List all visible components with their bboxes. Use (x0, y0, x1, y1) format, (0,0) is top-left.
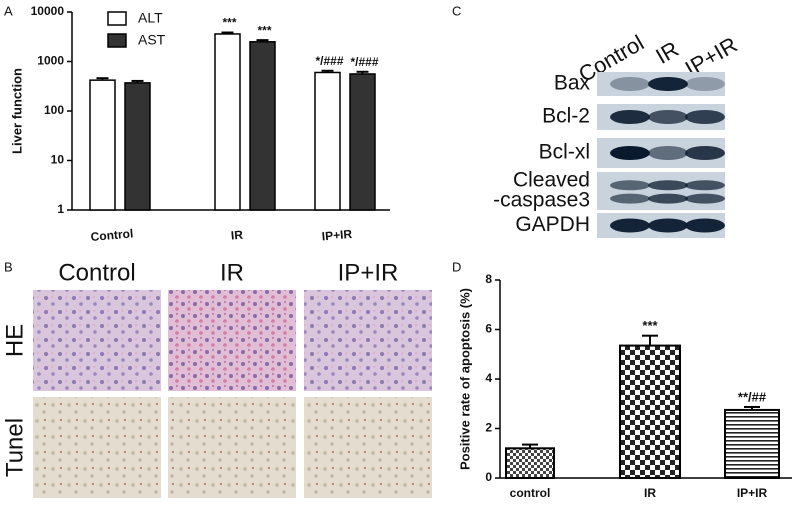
micrograph (168, 397, 296, 498)
significance-label: *** (222, 16, 236, 30)
legend-swatch (107, 11, 127, 26)
row-label: GAPDH (515, 213, 590, 236)
bar (124, 82, 151, 211)
blot-band (685, 193, 725, 204)
significance-label: */### (315, 54, 343, 68)
panel-label: D (452, 259, 461, 274)
blot-band (685, 146, 725, 160)
column-header: IR (651, 36, 683, 69)
x-tick-label: Control (90, 226, 134, 244)
blot-band (685, 110, 725, 124)
bar (619, 344, 681, 479)
y-tick-label: 4 (485, 371, 492, 385)
y-tick-label: 1000 (37, 54, 64, 68)
y-axis-label: Positive rate of apoptosis (%) (457, 288, 472, 470)
legend-swatch (107, 33, 127, 48)
x-tick-label: IP+IR (321, 227, 353, 244)
x-tick-label: control (510, 486, 551, 500)
row-label: Bax (554, 72, 591, 95)
x-tick-label: IP+IR (737, 486, 768, 500)
row-label: Bcl-xl (539, 141, 590, 164)
blot-band (685, 218, 725, 233)
significance-label: *** (642, 318, 658, 333)
legend-label: ALT (138, 10, 163, 26)
legend-label: AST (138, 32, 166, 48)
y-tick-label: 2 (485, 421, 492, 435)
column-header: IR (220, 259, 244, 286)
y-axis-label: Liver function (9, 68, 24, 154)
bar (249, 41, 276, 211)
bar (214, 33, 241, 211)
panel-label: A (4, 3, 13, 18)
significance-label: */### (350, 55, 378, 69)
micrograph (304, 290, 432, 391)
blot-band (648, 180, 688, 191)
y-tick-label: 0 (485, 470, 492, 484)
panel-label: B (4, 259, 13, 274)
blot-band (610, 146, 650, 160)
y-tick-label: 10 (51, 153, 65, 167)
row-label: -caspase3 (493, 189, 590, 212)
column-header: IP+IR (338, 259, 399, 286)
micrograph (33, 397, 161, 498)
blot-band (610, 193, 650, 204)
blot-band (685, 180, 725, 191)
blot-band (648, 77, 688, 91)
error-bar (642, 334, 658, 346)
significance-label: **/## (738, 389, 767, 404)
bar (724, 408, 780, 479)
significance-label: *** (257, 23, 271, 37)
blot-band (610, 110, 650, 124)
column-header: Control (58, 259, 135, 286)
blot-band (610, 77, 650, 91)
row-label: HE (1, 324, 28, 357)
micrograph (33, 290, 161, 391)
y-tick-label: 8 (485, 272, 492, 286)
blot-band (648, 193, 688, 204)
x-tick-label: IR (230, 228, 244, 243)
row-label: Cleaved (513, 169, 590, 192)
bar (314, 71, 341, 211)
bar (89, 79, 116, 211)
y-tick-label: 6 (485, 322, 492, 336)
micrograph (168, 290, 296, 391)
blot-band (685, 77, 725, 91)
panel-label: C (452, 3, 461, 18)
micrograph (304, 397, 432, 498)
x-tick-label: IR (644, 486, 656, 500)
row-label: Tunel (1, 418, 28, 477)
blot-band (610, 218, 650, 233)
y-tick-label: 100 (44, 103, 64, 117)
row-label: Bcl-2 (542, 105, 590, 128)
blot-band (648, 110, 688, 124)
blot-band (610, 180, 650, 191)
blot-band (648, 218, 688, 233)
blot-band (648, 146, 688, 160)
bar (349, 73, 376, 211)
y-tick-label: 1 (57, 202, 64, 216)
bar (505, 447, 555, 479)
blot-strip (597, 172, 725, 210)
y-tick-label: 10000 (31, 4, 65, 18)
